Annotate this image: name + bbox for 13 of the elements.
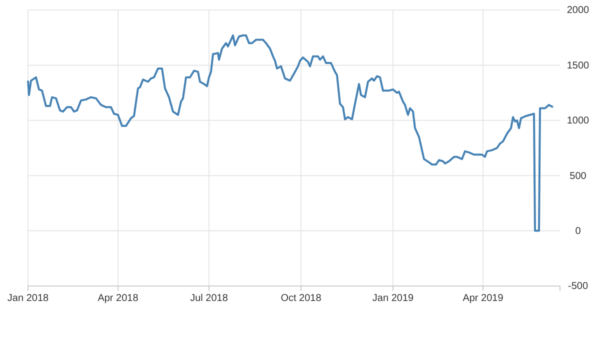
y-tick-label: -500	[568, 281, 588, 292]
y-tick-label: 1000	[566, 116, 590, 127]
x-tick-label: Jan 2018	[7, 293, 50, 304]
line-series	[27, 34, 554, 232]
x-tick-label: Oct 2018	[280, 293, 322, 304]
y-tick-label: 2000	[566, 5, 590, 16]
y-tick-label: 1500	[566, 60, 590, 72]
y-tick-label: 0	[575, 226, 582, 237]
y-tick-label: 500	[570, 170, 587, 182]
x-tick-label: Jan 2019	[372, 293, 414, 304]
x-tick-label: Apr 2018	[98, 293, 139, 304]
x-tick-label: Jul 2018	[190, 293, 228, 304]
x-tick-label: Apr 2019	[462, 293, 504, 304]
